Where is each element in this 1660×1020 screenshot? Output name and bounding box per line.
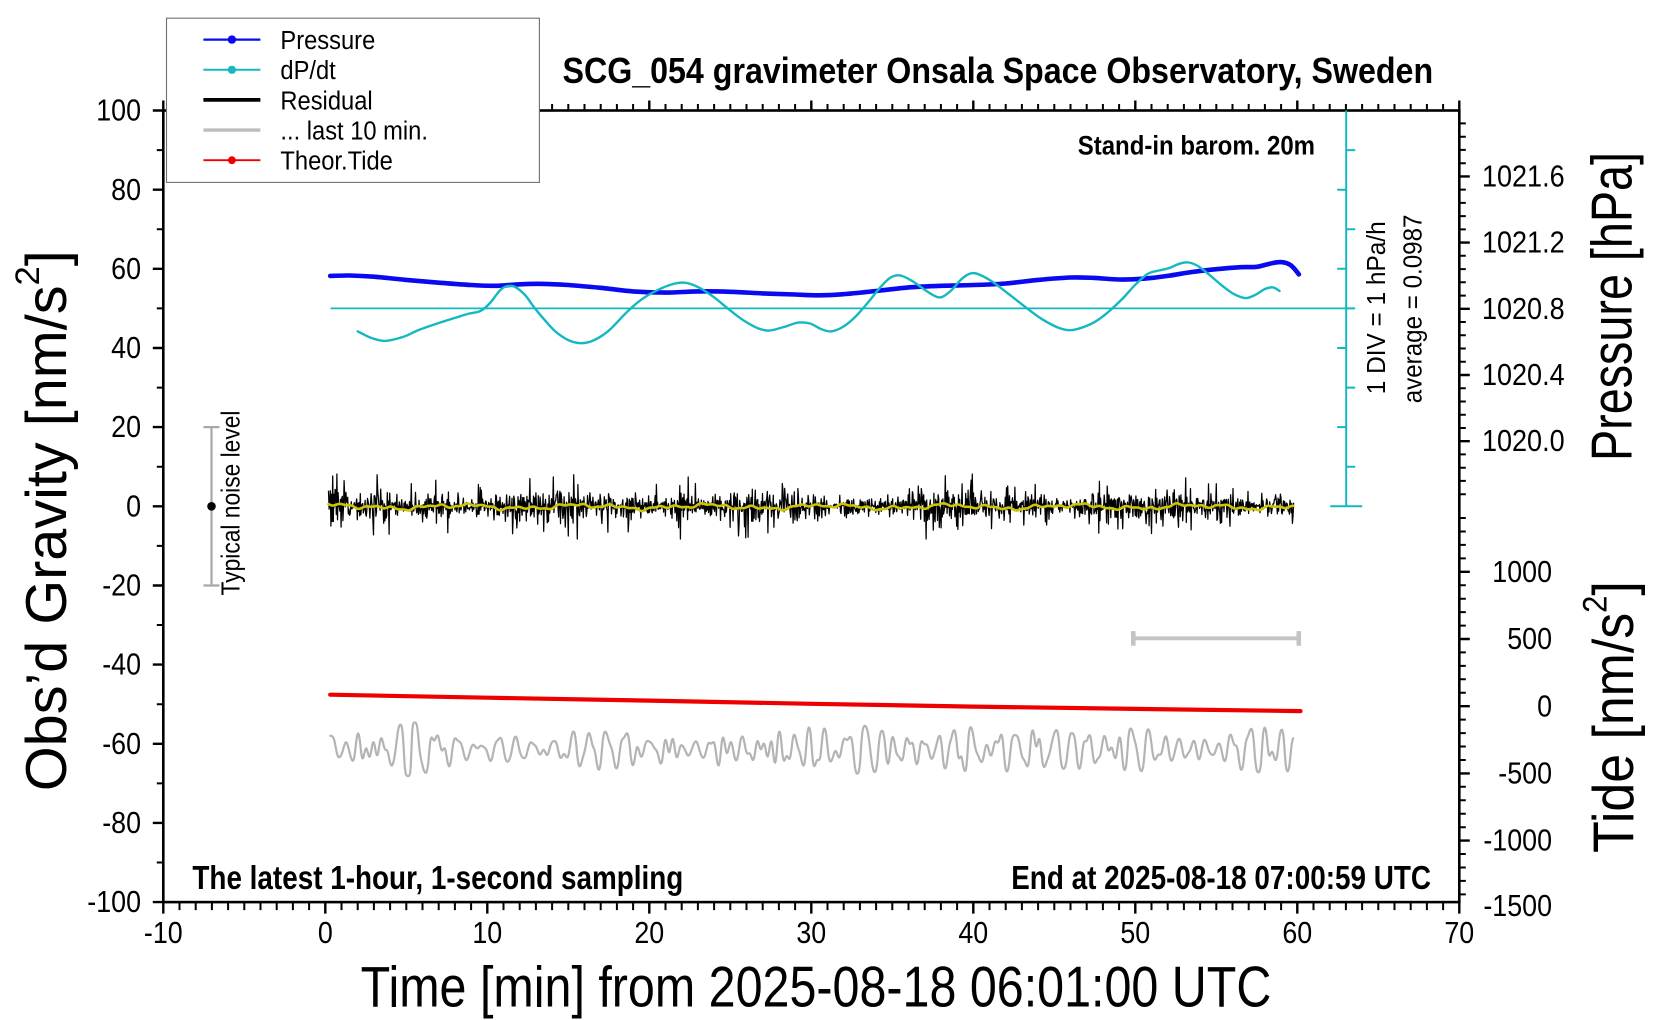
svg-text:1 DIV = 1 hPa/h: 1 DIV = 1 hPa/h bbox=[1362, 221, 1391, 394]
svg-text:20: 20 bbox=[634, 917, 664, 951]
svg-text:70: 70 bbox=[1444, 917, 1474, 951]
svg-text:1000: 1000 bbox=[1492, 555, 1552, 589]
svg-text:80: 80 bbox=[111, 173, 141, 207]
svg-text:1021.6: 1021.6 bbox=[1482, 160, 1565, 194]
svg-text:40: 40 bbox=[111, 332, 141, 366]
svg-text:40: 40 bbox=[958, 917, 988, 951]
svg-text:-1000: -1000 bbox=[1483, 824, 1552, 858]
svg-text:30: 30 bbox=[796, 917, 826, 951]
svg-text:dP/dt: dP/dt bbox=[280, 56, 335, 85]
svg-text:Stand-in barom. 20m: Stand-in barom. 20m bbox=[1078, 131, 1315, 160]
svg-text:The latest 1-hour, 1-second sa: The latest 1-hour, 1-second sampling bbox=[192, 860, 683, 897]
svg-text:0: 0 bbox=[126, 490, 141, 524]
svg-text:50: 50 bbox=[1120, 917, 1150, 951]
svg-text:0: 0 bbox=[318, 917, 333, 951]
svg-text:... last 10 min.: ... last 10 min. bbox=[280, 116, 428, 145]
svg-text:1021.2: 1021.2 bbox=[1482, 226, 1565, 260]
svg-text:60: 60 bbox=[111, 252, 141, 286]
svg-text:-40: -40 bbox=[102, 648, 141, 682]
svg-text:500: 500 bbox=[1507, 623, 1552, 657]
svg-text:Obs’d Gravity [nm/s2]: Obs’d Gravity [nm/s2] bbox=[9, 250, 79, 791]
svg-text:20: 20 bbox=[111, 411, 141, 445]
svg-text:100: 100 bbox=[96, 94, 141, 128]
svg-text:Time [min] from 2025-08-18 06:: Time [min] from 2025-08-18 06:01:00 UTC bbox=[361, 956, 1272, 1020]
svg-text:-500: -500 bbox=[1498, 757, 1552, 791]
svg-text:Tide [nm/s2]: Tide [nm/s2] bbox=[1575, 581, 1646, 853]
svg-text:0: 0 bbox=[1537, 690, 1552, 724]
svg-text:1020.0: 1020.0 bbox=[1482, 425, 1565, 459]
svg-text:-1500: -1500 bbox=[1483, 890, 1552, 924]
svg-text:1020.8: 1020.8 bbox=[1482, 292, 1565, 326]
svg-text:Theor.Tide: Theor.Tide bbox=[280, 147, 392, 176]
svg-text:-60: -60 bbox=[102, 727, 141, 761]
svg-text:10: 10 bbox=[472, 917, 502, 951]
svg-text:Residual: Residual bbox=[280, 86, 372, 115]
svg-text:-100: -100 bbox=[87, 886, 141, 920]
svg-text:End at 2025-08-18 07:00:59 UTC: End at 2025-08-18 07:00:59 UTC bbox=[1011, 860, 1431, 897]
svg-text:-20: -20 bbox=[102, 569, 141, 603]
svg-text:Pressure: Pressure bbox=[280, 26, 375, 55]
svg-text:-10: -10 bbox=[144, 917, 183, 951]
svg-text:Typical noise level: Typical noise level bbox=[217, 411, 246, 596]
svg-text:1020.4: 1020.4 bbox=[1482, 358, 1565, 392]
svg-text:average = 0.0987: average = 0.0987 bbox=[1399, 214, 1428, 403]
svg-text:Pressure [hPa]: Pressure [hPa] bbox=[1581, 152, 1645, 461]
svg-text:60: 60 bbox=[1282, 917, 1312, 951]
svg-text:SCG_054 gravimeter Onsala Spac: SCG_054 gravimeter Onsala Space Observat… bbox=[562, 51, 1433, 91]
svg-text:-80: -80 bbox=[102, 806, 141, 840]
